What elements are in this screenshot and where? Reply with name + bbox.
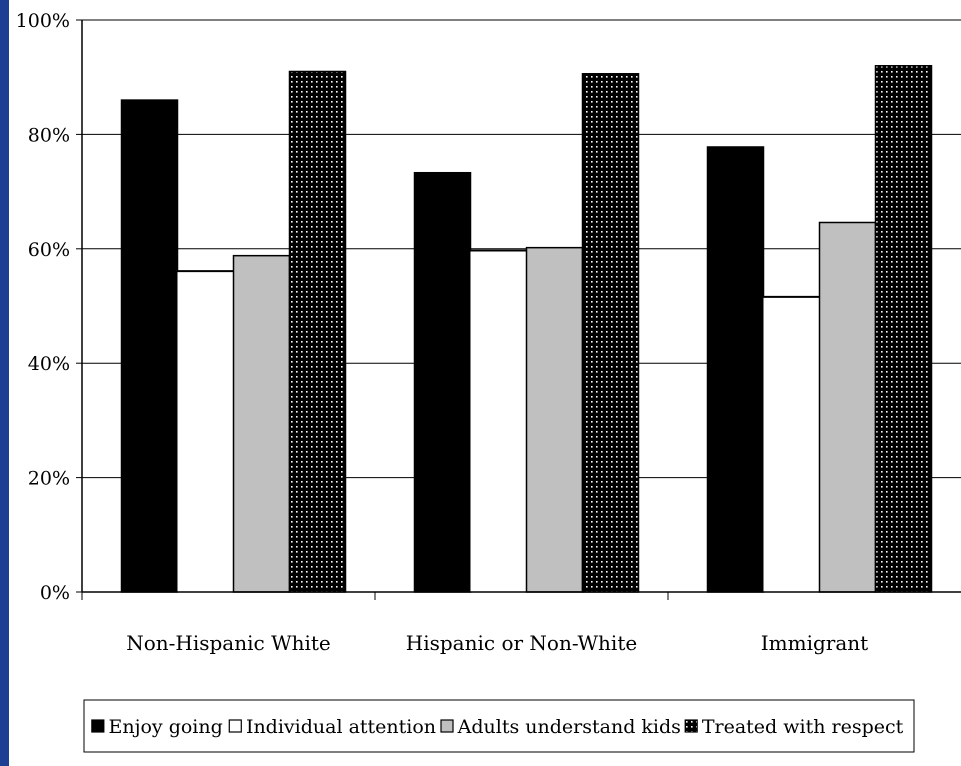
left-edge-bar bbox=[0, 0, 9, 766]
bar bbox=[120, 99, 179, 593]
bar bbox=[413, 171, 472, 593]
y-tick-label: 80% bbox=[28, 124, 70, 146]
bar bbox=[232, 254, 291, 593]
y-tick-label: 60% bbox=[28, 239, 70, 261]
y-tick-label: 40% bbox=[28, 353, 70, 375]
bars bbox=[120, 65, 933, 593]
bar bbox=[874, 65, 933, 593]
legend-label: Adults understand kids bbox=[457, 716, 681, 738]
legend-box bbox=[83, 699, 915, 753]
bar bbox=[818, 221, 877, 593]
bar bbox=[763, 296, 820, 592]
bar bbox=[177, 271, 234, 592]
axis-labels: 0% 20% 40% 60% 80% 100% Non-Hispanic White Hisp… bbox=[16, 10, 869, 655]
legend-label: Treated with respect bbox=[702, 716, 904, 738]
legend: Enjoy going Individual attention Adults un… bbox=[83, 699, 915, 753]
legend-label: Individual attention bbox=[246, 716, 436, 738]
legend-swatch bbox=[91, 719, 105, 733]
y-tick-label: 100% bbox=[16, 10, 70, 32]
bar bbox=[288, 70, 347, 593]
bar bbox=[470, 250, 527, 593]
bar bbox=[706, 146, 765, 593]
category-label: Immigrant bbox=[761, 631, 868, 655]
legend-label: Enjoy going bbox=[108, 716, 222, 738]
legend-swatch bbox=[684, 719, 698, 733]
category-label: Non-Hispanic White bbox=[126, 631, 331, 655]
y-tick-label: 20% bbox=[28, 468, 70, 490]
y-tick-label: 0% bbox=[40, 582, 70, 604]
legend-swatch bbox=[228, 719, 242, 733]
bar bbox=[525, 246, 584, 593]
legend-swatch bbox=[440, 719, 454, 733]
bar bbox=[581, 73, 640, 593]
axes bbox=[76, 19, 961, 600]
category-label: Hispanic or Non-White bbox=[406, 631, 637, 655]
